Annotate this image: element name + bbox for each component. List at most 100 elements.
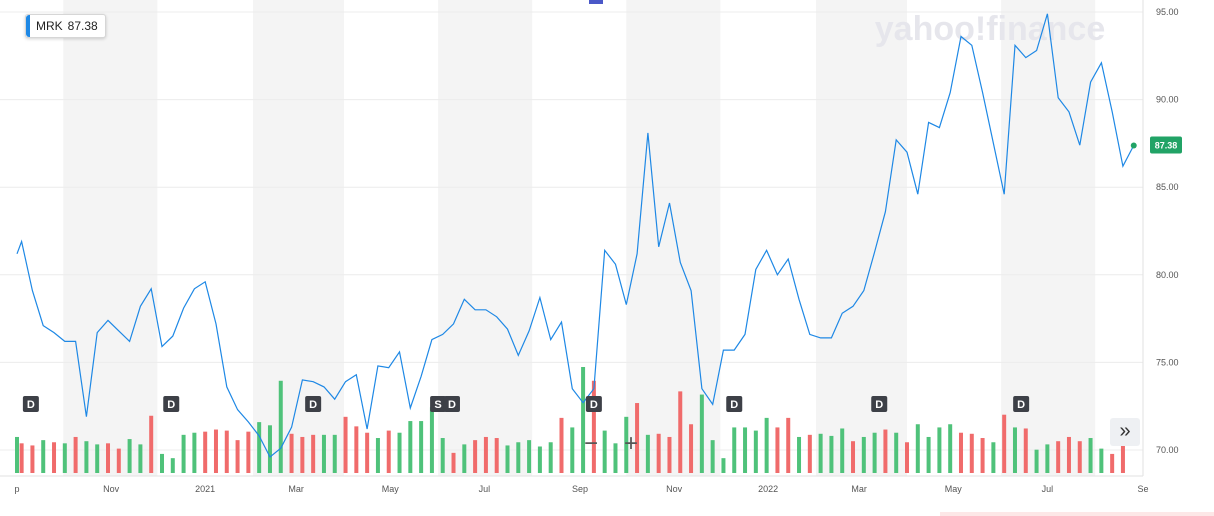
x-tick-label: Se — [1137, 484, 1148, 494]
volume-bar — [1077, 441, 1082, 473]
volume-bar — [753, 430, 758, 473]
x-tick-label: Mar — [851, 484, 867, 494]
event-marker-label: D — [875, 399, 883, 411]
x-tick-label: p — [14, 484, 19, 494]
volume-bar — [969, 433, 974, 473]
volume-bar — [1034, 449, 1039, 473]
volume-bar — [429, 407, 434, 473]
x-tick-label: May — [945, 484, 963, 494]
volume-bar — [170, 458, 175, 473]
zoom-in-button[interactable]: + — [623, 430, 638, 457]
volume-bar — [213, 429, 218, 473]
volume-bar — [645, 434, 650, 473]
volume-bar — [635, 403, 640, 473]
volume-bar — [559, 417, 564, 473]
price-line — [16, 13, 1135, 458]
event-marker: D — [305, 396, 322, 412]
volume-bar — [958, 432, 963, 473]
month-band — [815, 0, 908, 476]
event-marker-box — [163, 396, 180, 412]
volume-bar — [667, 436, 672, 473]
x-tick-label: Jul — [1042, 484, 1054, 494]
last-price-dot — [1130, 142, 1137, 149]
volume-bar — [797, 436, 802, 473]
volume-bar — [386, 430, 391, 473]
volume-bar — [62, 443, 67, 473]
volume-bar — [375, 438, 380, 473]
x-tick-label: 2022 — [758, 484, 778, 494]
volume-bar — [246, 431, 251, 473]
y-tick-label: 85.00 — [1156, 182, 1179, 192]
volume-bar — [138, 444, 143, 473]
volume-bar — [915, 424, 920, 473]
volume-bar — [235, 440, 240, 473]
volume-bar — [775, 427, 780, 473]
volume-bar — [678, 391, 683, 473]
event-marker: D — [22, 396, 39, 412]
volume-bar — [937, 427, 942, 473]
volume-bar — [41, 440, 46, 473]
volume-bar — [1120, 445, 1125, 473]
volume-bar — [1012, 427, 1017, 473]
volume-bar — [905, 442, 910, 473]
volume-bar — [203, 431, 208, 473]
volume-bar — [365, 432, 370, 473]
event-marker-box — [443, 396, 460, 412]
volume-bar — [894, 432, 899, 473]
event-marker-box — [22, 396, 39, 412]
volume-bar — [354, 426, 359, 473]
event-marker-label: D — [448, 399, 456, 411]
volume-bar — [926, 436, 931, 473]
volume-bar — [343, 416, 348, 473]
volume-bar — [30, 445, 35, 473]
volume-bar — [689, 424, 694, 473]
ticker-label[interactable]: MRK 87.38 — [25, 14, 106, 38]
event-marker-box — [726, 396, 743, 412]
y-tick-label: 70.00 — [1156, 445, 1179, 455]
y-tick-label: 90.00 — [1156, 95, 1179, 105]
volume-bar — [743, 427, 748, 473]
volume-bar — [95, 444, 100, 473]
event-marker-label: D — [1017, 399, 1025, 411]
volume-bar — [1110, 453, 1115, 473]
volume-bar — [257, 422, 262, 473]
bottom-strip — [940, 512, 1214, 516]
volume-bar — [106, 443, 111, 473]
volume-bar — [332, 434, 337, 473]
volume-bar — [159, 453, 164, 473]
volume-bar — [73, 436, 78, 473]
volume-bar — [948, 424, 953, 473]
volume-bar — [570, 427, 575, 473]
volume-bar — [224, 430, 229, 473]
volume-bar — [829, 435, 834, 473]
volume-bar — [807, 434, 812, 473]
volume-bar — [840, 428, 845, 473]
x-tick-label: 2021 — [195, 484, 215, 494]
volume-bar — [408, 421, 413, 473]
volume-bar — [591, 380, 596, 473]
x-tick-label: Jul — [479, 484, 491, 494]
month-band — [252, 0, 345, 476]
expand-chart-button[interactable]: » — [1110, 418, 1140, 446]
month-bands — [63, 0, 1096, 476]
volume-bar — [1045, 444, 1050, 473]
volume-bar — [732, 427, 737, 473]
volume-bar — [786, 417, 791, 473]
volume-bar — [710, 440, 715, 473]
volume-bar — [181, 434, 186, 473]
volume-bar — [397, 432, 402, 473]
last-price-box — [1150, 136, 1182, 154]
volume-bar — [15, 436, 19, 473]
y-axis-ticks: 95.00 90.00 85.00 80.00 75.00 70.00 — [1156, 7, 1179, 455]
volume-bar — [1066, 436, 1071, 473]
zoom-out-button[interactable]: − — [583, 430, 598, 457]
volume-bar — [483, 436, 488, 473]
volume-bar — [1023, 428, 1028, 473]
volume-bar — [19, 443, 24, 473]
volume-bar — [505, 445, 510, 473]
x-tick-label: May — [382, 484, 400, 494]
volume-bars — [15, 367, 1125, 473]
volume-bar — [883, 429, 888, 473]
